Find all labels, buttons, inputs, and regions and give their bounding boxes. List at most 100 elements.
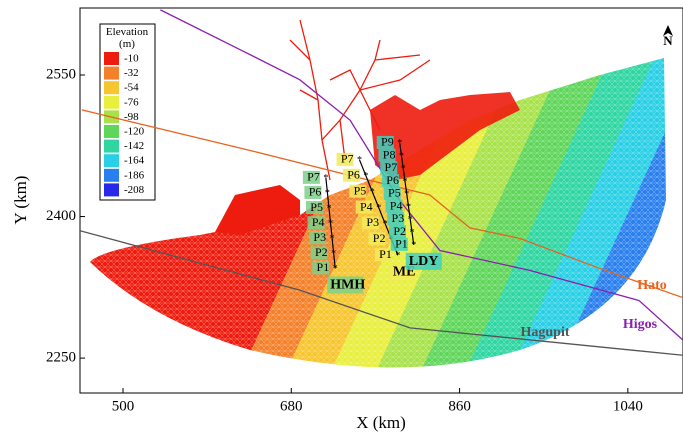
point-marker: * (330, 234, 335, 245)
x-tick-label: 500 (112, 398, 135, 414)
point-marker: * (406, 202, 411, 213)
land-channels (289, 19, 431, 181)
legend-swatch (104, 139, 119, 153)
storm-track (81, 109, 683, 299)
north-label: N (663, 33, 673, 48)
x-tick-label: 1040 (613, 398, 643, 414)
track-label: Hato (637, 278, 667, 293)
point-label-bg (305, 201, 323, 215)
point-label: P2 (393, 224, 406, 238)
point-label: P3 (392, 211, 405, 225)
land-patch (215, 185, 300, 235)
point-marker: * (383, 219, 388, 230)
point-label: P1 (395, 237, 408, 251)
point-label-bg (307, 216, 325, 230)
legend-label: -54 (124, 82, 139, 94)
track-label: Higos (623, 317, 658, 332)
y-axis-label: Y (km) (11, 176, 30, 225)
point-marker: * (370, 187, 375, 198)
point-label: P5 (354, 183, 367, 197)
mesh (90, 58, 666, 368)
point-label-bg (309, 231, 327, 245)
point-label-bg (380, 161, 398, 175)
point-label: P9 (381, 135, 394, 149)
legend-label: -164 (124, 155, 145, 167)
transect-label: LDY (409, 254, 439, 269)
point-label-bg (390, 237, 408, 251)
point-label: P8 (383, 147, 396, 161)
point-label: P6 (347, 168, 360, 182)
legend-label: -208 (124, 184, 145, 196)
point-label: P5 (388, 186, 401, 200)
point-marker: * (376, 203, 381, 214)
legend-swatch (104, 154, 119, 168)
point-label-bg (389, 225, 407, 239)
point-label-bg (376, 135, 394, 149)
legend-label: -98 (124, 111, 139, 123)
legend-label: -186 (124, 169, 145, 181)
point-marker: * (399, 151, 404, 162)
transect-label: HMH (330, 278, 365, 293)
legend-swatch (104, 66, 119, 80)
point-marker: * (410, 227, 415, 238)
point-label-bg (374, 248, 392, 262)
point-label: P4 (390, 198, 403, 212)
point-label-bg (368, 232, 386, 246)
legend-label: -10 (124, 53, 139, 65)
transect-line (399, 142, 415, 245)
track-label: Hagupit (520, 325, 569, 340)
point-label-bg (342, 168, 360, 182)
transect-label-bg (405, 252, 442, 270)
legend: Elevation (m) -10 -32 -54 -76 -98 -120 -142 -164 -… (99, 23, 156, 201)
y-tick-label: 2250 (46, 350, 76, 366)
point-label: P4 (360, 199, 373, 213)
point-label: P7 (341, 152, 354, 166)
point-label-bg (378, 148, 396, 162)
point-label-bg (387, 212, 405, 226)
legend-swatch (104, 52, 119, 65)
point-marker: * (402, 176, 407, 187)
legend-title: Elevation (m) (106, 26, 149, 50)
point-marker: * (325, 188, 330, 199)
legend-swatch (104, 125, 119, 138)
point-marker: * (397, 138, 402, 149)
transect-label-bg (327, 276, 364, 294)
point-label: P1 (317, 260, 330, 274)
legend-label: -32 (124, 67, 139, 79)
land-patch (370, 92, 520, 180)
point-marker: * (326, 203, 331, 214)
point-marker: * (401, 164, 406, 175)
point-marker: * (323, 173, 328, 184)
point-label: P6 (386, 173, 399, 187)
point-marker: * (333, 264, 338, 275)
point-label-bg (349, 184, 367, 198)
plot-frame (79, 7, 683, 394)
y-tick-label: 2400 (46, 208, 76, 224)
point-label: P7 (307, 170, 320, 184)
point-label: P3 (313, 230, 326, 244)
point-label-bg (302, 170, 320, 184)
legend-label: -120 (124, 126, 145, 138)
north-arrow (663, 25, 673, 36)
legend-label: -76 (124, 96, 139, 108)
transect-line (325, 177, 336, 269)
legend-swatch (104, 95, 119, 109)
point-label-bg (381, 174, 399, 188)
point-label-bg (304, 185, 322, 199)
point-label: P1 (379, 247, 392, 261)
legend-swatch (104, 81, 119, 95)
point-label: P5 (310, 200, 323, 214)
point-marker: * (408, 215, 413, 226)
map (90, 19, 666, 368)
x-axis-label: X (km) (356, 413, 406, 432)
legend-swatch (104, 183, 119, 197)
point-label-bg (362, 216, 380, 230)
point-label: P7 (385, 160, 398, 174)
point-marker: * (411, 240, 416, 251)
point-marker: * (395, 251, 400, 262)
point-label-bg (355, 200, 373, 214)
mesh-texture (90, 58, 666, 368)
y-tick-label: 2550 (46, 66, 76, 82)
storm-track (80, 230, 683, 356)
point-marker: * (363, 171, 368, 182)
